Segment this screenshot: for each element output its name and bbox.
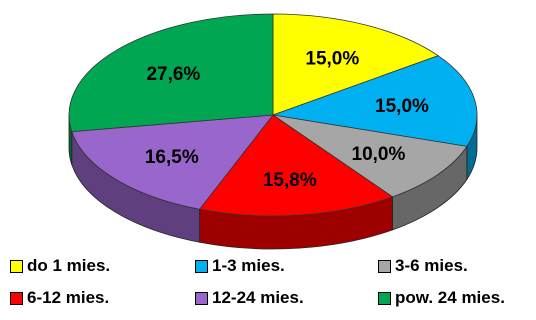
legend-swatch-icon [10,259,23,273]
legend-swatch-icon [378,259,391,273]
pie-value-label-4: 15,8% [263,170,317,191]
legend-item-do-1-mies: do 1 mies. [10,256,110,276]
pie-slice-6 [68,13,274,133]
legend: do 1 mies. 1-3 mies. 3-6 mies. 6-12 mies… [0,252,536,320]
legend-item-1-3-mies: 1-3 mies. [195,256,285,276]
pie-value-label-6: 27,6% [146,64,200,85]
pie-value-label-5: 16,5% [145,147,199,168]
legend-label: do 1 mies. [27,256,111,275]
legend-swatch-icon [195,291,208,305]
pie-slice-4 [198,114,394,217]
legend-item-12-24-mies: 12-24 mies. [195,288,304,308]
pie-slice-1 [272,13,440,116]
pie-slice-5 [71,114,274,210]
pie-value-label-1: 15,0% [305,48,359,69]
legend-item-3-6-mies: 3-6 mies. [378,256,468,276]
pie-value-label-2: 15,0% [375,96,429,117]
legend-item-pow-24-mies: pow. 24 mies. [378,288,505,308]
pie-value-label-3: 10,0% [352,144,406,165]
legend-swatch-icon [195,259,208,273]
legend-label: 6-12 mies. [27,288,110,307]
legend-label: 1-3 mies. [212,256,285,275]
pie-slice-3 [272,114,468,198]
pie-top-group [68,13,478,217]
legend-label: 12-24 mies. [212,288,304,307]
legend-label: pow. 24 mies. [395,288,505,307]
legend-swatch-icon [10,291,23,305]
pie-label-group: 15,0% 15,0% 10,0% 15,8% 16,5% 27,6% [145,48,429,191]
legend-swatch-icon [378,291,391,305]
legend-item-6-12-mies: 6-12 mies. [10,288,109,308]
legend-label: 3-6 mies. [395,256,468,275]
pie-chart: 15,0% 15,0% 10,0% 15,8% 16,5% 27,6% [68,13,478,250]
pie-slice-2 [272,55,478,147]
